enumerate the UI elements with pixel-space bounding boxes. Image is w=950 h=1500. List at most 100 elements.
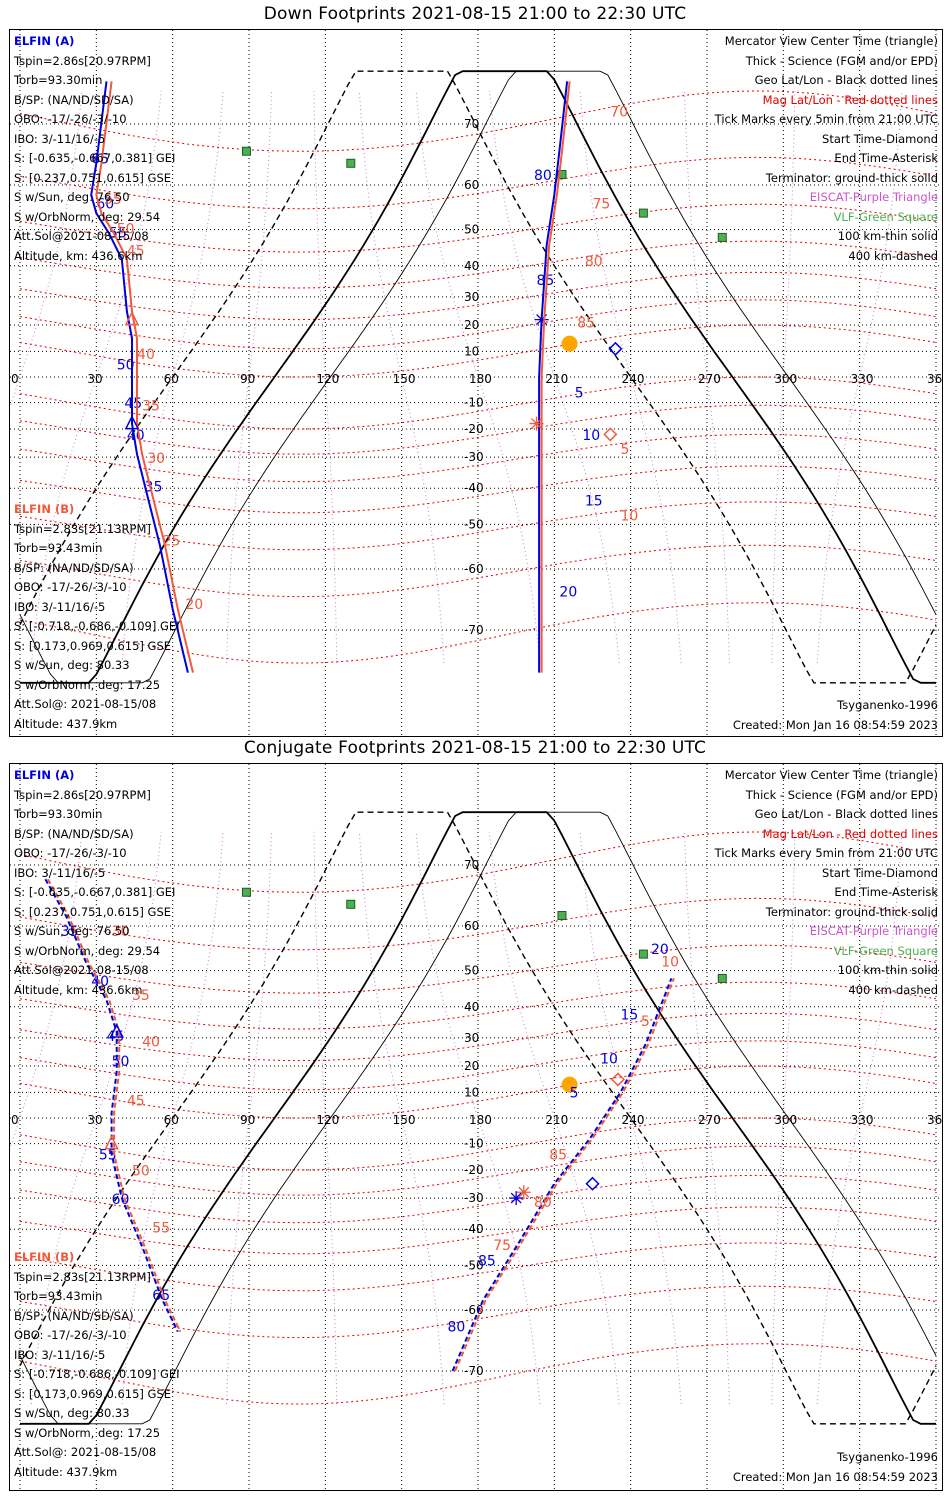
conjugate-footprints-title: Conjugate Footprints 2021-08-15 21:00 to… (243, 738, 707, 758)
elfin-a-track (44, 878, 179, 1333)
lon-tick-label: 240 (622, 1113, 645, 1127)
legend-item: Thick - Science (FGM and/or EPD) (745, 53, 938, 68)
lon-tick-label: 150 (393, 372, 416, 386)
legend-item: VLF-Green Square (833, 943, 938, 958)
info-line: Att.Sol@2021-08-15/08 (14, 229, 149, 243)
track-tick-label: 75 (493, 1238, 511, 1254)
mag-lon-line (415, 831, 541, 1405)
track-tick-label: 65 (152, 1288, 170, 1304)
info-line: OBO: -17/-26/-3/-10 (14, 112, 127, 126)
lon-tick-label: 0 (11, 372, 19, 386)
vlf-station-marker (638, 949, 648, 959)
terminator-400km-line (19, 70, 937, 684)
info-line: Altitude: 437.9km (14, 716, 118, 731)
info-line: IBO: 3/-11/16/-5 (14, 865, 106, 880)
elfin-a-info: ELFIN (A) Tspin=2.86s[20.97RPM] Torb=93.… (14, 766, 175, 1000)
lon-tick-label: 90 (240, 372, 255, 386)
lat-tick-label: -60 (464, 1303, 484, 1317)
mag-lat-line (19, 501, 937, 551)
info-line: S: [0.237,0.751,0.615] GSE (14, 170, 172, 185)
lat-tick-label: -10 (464, 396, 484, 410)
track-tick-label: 10 (600, 1051, 618, 1067)
lon-tick-label: 330 (851, 372, 874, 386)
mag-lat-line (19, 271, 937, 321)
info-line: S: [0.173,0.969,0.615] GSE (14, 638, 172, 653)
track-tick-label: 85 (537, 273, 555, 289)
lat-tick-label: 40 (464, 1000, 479, 1014)
track-tick-label: 50 (117, 357, 135, 373)
track-tick-label: 20 (651, 942, 669, 958)
track-tick-label: 40 (127, 428, 145, 444)
info-line: Altitude, km: 436.6km (14, 982, 143, 997)
lat-tick-label: -10 (464, 1137, 484, 1151)
track-tick-label: 5 (641, 1014, 650, 1030)
mag-lat-line (19, 1117, 937, 1171)
lon-tick-label: 300 (774, 1113, 797, 1127)
center-time-triangle (124, 414, 140, 430)
mag-lat-line (19, 1343, 937, 1405)
lat-tick-label: -40 (464, 481, 484, 495)
info-line: S w/OrbNorm, deg: 29.54 (14, 209, 161, 224)
legend-item: Start Time-Diamond (822, 131, 938, 146)
elfin-b-track (95, 81, 194, 673)
vlf-station-marker (717, 232, 727, 242)
info-line: S w/Sun, deg: 76.50 (14, 190, 130, 204)
track-tick-label: 50 (117, 222, 135, 238)
mag-lat-line (19, 1065, 937, 1119)
track-tick-label: 15 (620, 1008, 638, 1024)
track-tick-label: 10 (661, 955, 679, 971)
lon-tick-label: 60 (164, 372, 179, 386)
info-line: B/SP: (NA/ND/SD/SA) (14, 826, 134, 841)
info-line: OBO: -17/-26/-3/-10 (14, 580, 127, 594)
track-tick-label: 45 (127, 1093, 145, 1109)
legend-item: Mag Lat/Lon - Red dotted lines (762, 826, 938, 841)
track-tick-label: 80 (447, 1320, 465, 1336)
legend-item: Mercator View Center Time (triangle) (724, 34, 938, 48)
legend-item: 400 km-dashed (848, 982, 938, 997)
lat-tick-label: -20 (464, 422, 484, 436)
track-tick-label: 80 (534, 168, 552, 184)
lat-tick-label: -70 (464, 1364, 484, 1378)
start-diamond-marker (585, 1176, 600, 1191)
mag-lat-line (19, 299, 937, 350)
legend-item: VLF-Green Square (833, 209, 938, 224)
elfin-a-track (451, 978, 673, 1372)
mag-lon-line (10, 831, 83, 1151)
legend-item: Tick Marks every 5min from 21:00 UTC (714, 846, 938, 860)
sun-icon (561, 1076, 578, 1093)
mag-lat-line (19, 897, 937, 951)
track-tick-label: 65 (91, 151, 109, 167)
lat-tick-label: -50 (464, 517, 484, 531)
elfin-b-header: ELFIN (B) (14, 1250, 75, 1264)
lon-tick-label: 30 (87, 1113, 102, 1127)
vlf-station-marker (241, 887, 251, 897)
track-tick-label: 20 (559, 585, 577, 601)
track-tick-label: 35 (132, 988, 150, 1004)
lon-tick-label: 150 (393, 1113, 416, 1127)
track-tick-label: 10 (620, 508, 638, 524)
legend-item: Geo Lat/Lon - Black dotted lines (754, 73, 938, 87)
center-time-triangle (104, 1134, 119, 1150)
elfin-b-track (454, 978, 675, 1372)
conjugate-footprints-map: 0 30 60 90 120 150 180 210 240 270 300 330 360 -70 -60… (9, 763, 943, 1491)
track-tick-label: 30 (112, 924, 130, 940)
info-line: S w/Sun, deg: 80.33 (14, 1406, 130, 1420)
created-label: Created: Mon Jan 16 08:54:59 2023 (732, 718, 938, 732)
mag-lat-line (19, 433, 937, 483)
lat-tick-label: -40 (464, 1222, 484, 1236)
legend-item: Tick Marks every 5min from 21:00 UTC (714, 112, 938, 126)
info-line: Att.Sol@: 2021-08-15/08 (14, 697, 157, 711)
end-asterisk-marker (516, 1185, 531, 1200)
mag-lat-line (19, 465, 937, 514)
lon-tick-label: 120 (316, 372, 339, 386)
end-asterisk-marker (509, 1191, 524, 1206)
vlf-station-marker (346, 158, 356, 168)
lon-tick-label: 300 (774, 372, 797, 386)
info-line: S w/Sun, deg: 80.33 (14, 658, 130, 672)
info-line: Torb=93.30min (14, 73, 103, 87)
mag-lat-line (19, 203, 937, 253)
mag-lat-line (19, 831, 937, 893)
sun-icon (561, 335, 578, 352)
track-tick-label: 55 (109, 225, 127, 241)
info-line: S w/Sun, deg: 76.50 (14, 924, 130, 938)
